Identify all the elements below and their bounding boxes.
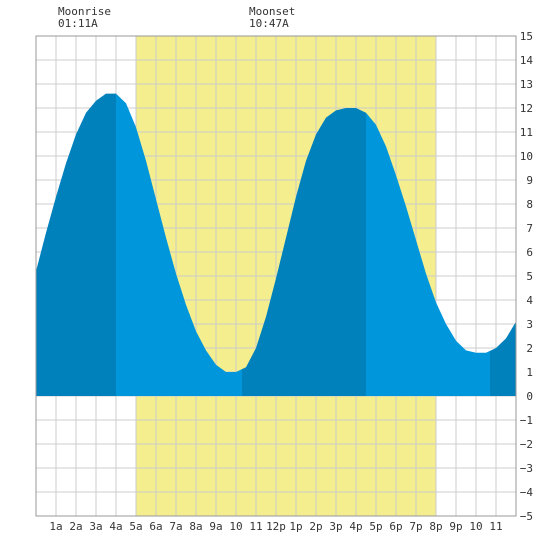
y-tick-label: 6 [526,246,533,259]
tide-area-dark [242,108,366,396]
x-tick-label: 4p [349,520,362,533]
y-tick-label: 7 [526,222,533,235]
y-tick-label: 9 [526,174,533,187]
x-tick-label: 12p [266,520,286,533]
y-tick-label: −4 [520,486,534,499]
x-tick-label: 5a [129,520,142,533]
y-tick-label: −3 [520,462,533,475]
y-tick-label: 12 [520,102,533,115]
y-tick-label: 5 [526,270,533,283]
y-tick-label: 2 [526,342,533,355]
x-tick-label: 10 [469,520,482,533]
moonset-title: Moonset [249,5,296,18]
y-tick-label: 14 [520,54,534,67]
moonset-time: 10:47A [249,17,289,30]
x-tick-label: 1a [49,520,62,533]
y-tick-label: 3 [526,318,533,331]
x-tick-label: 2a [69,520,82,533]
moonrise-label: Moonrise 01:11A [58,6,111,30]
x-tick-label: 9p [449,520,462,533]
tide-area-dark [36,93,116,396]
tide-area-light [116,93,242,396]
moonset-label: Moonset 10:47A [249,6,295,30]
x-tick-label: 6p [389,520,402,533]
y-tick-label: 1 [526,366,533,379]
x-tick-label: 10 [229,520,242,533]
y-tick-label: −5 [520,510,533,523]
x-tick-label: 6a [149,520,162,533]
x-tick-label: 3a [89,520,102,533]
x-tick-label: 9a [209,520,222,533]
y-tick-label: 0 [526,390,533,403]
x-tick-label: 5p [369,520,382,533]
x-tick-label: 7a [169,520,182,533]
x-tick-label: 4a [109,520,122,533]
x-tick-label: 11 [489,520,502,533]
y-tick-label: 8 [526,198,533,211]
tide-area-dark [490,321,516,396]
moonrise-time: 01:11A [58,17,98,30]
x-tick-label: 8a [189,520,202,533]
y-tick-label: 10 [520,150,533,163]
x-tick-label: 11 [249,520,262,533]
x-tick-label: 7p [409,520,422,533]
tide-area-light [366,112,490,397]
y-tick-label: 11 [520,126,533,139]
moonrise-title: Moonrise [58,5,111,18]
x-tick-label: 1p [289,520,302,533]
y-tick-label: −2 [520,438,533,451]
y-tick-label: 13 [520,78,533,91]
x-tick-label: 8p [429,520,442,533]
y-tick-label: 4 [526,294,533,307]
y-tick-label: −1 [520,414,533,427]
x-tick-label: 3p [329,520,342,533]
x-tick-label: 2p [309,520,322,533]
y-tick-label: 15 [520,30,533,43]
plot-frame [35,35,517,517]
